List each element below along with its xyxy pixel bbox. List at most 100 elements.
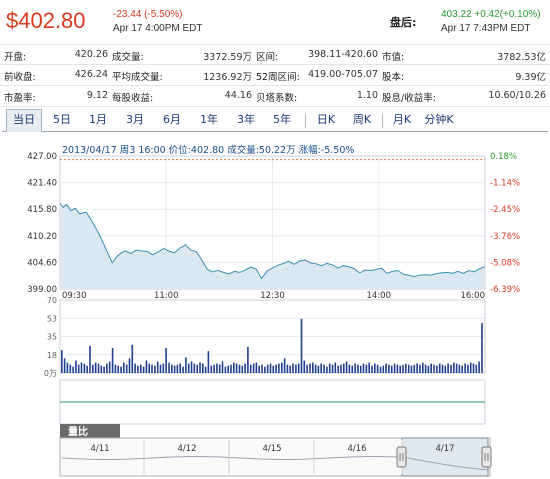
stat-value: 3372.59万 [203, 52, 252, 63]
after-hours-label: 盘后: [390, 16, 417, 29]
volume-bar [61, 350, 63, 373]
volume-bar [376, 364, 379, 373]
volume-bar [199, 362, 201, 373]
navigator-selection[interactable] [401, 437, 489, 477]
volume-bar [140, 364, 142, 373]
tab-today[interactable]: 当日 [6, 109, 42, 132]
stat-value: 1.10 [356, 90, 378, 101]
volume-bar [241, 365, 244, 373]
volume-bar [224, 366, 227, 373]
stock-chart: 427.00 421.40 415.80 410.20 404.60 399.00 0.1… [27, 152, 520, 477]
stat-value: 419.00-705.07 [308, 69, 378, 80]
volume-bar [142, 366, 145, 373]
volume-bar [331, 364, 334, 373]
tab-separator [305, 114, 306, 128]
volume-bar [334, 362, 337, 373]
volume-bar [179, 363, 181, 373]
volume-bar [365, 364, 368, 373]
volume-bar [204, 366, 207, 373]
volume-bar [117, 365, 119, 373]
volume-bar [416, 363, 418, 373]
stat-label: 股本: [382, 72, 405, 83]
volume-tick-label: 18 [47, 351, 57, 360]
volume-bar [405, 363, 407, 373]
stat-value: 10.60/10.26 [488, 90, 546, 101]
volume-bar [83, 363, 86, 373]
volume-bar [148, 363, 150, 373]
volume-axis: 70 53 35 18 0万 [44, 296, 57, 378]
volume-ratio-tab[interactable] [60, 424, 120, 438]
stat-label: 每股收益: [112, 93, 154, 104]
stat-label: 成交量: [112, 52, 144, 63]
current-price: $402.80 [6, 8, 86, 33]
volume-bar [261, 364, 263, 373]
tab-6m[interactable]: 6月 [163, 113, 181, 126]
tab-3y[interactable]: 3年 [237, 113, 255, 126]
navigator-date-label: 4/17 [435, 444, 454, 454]
tab-monthly-k[interactable]: 月K [392, 113, 412, 126]
tab-separator [382, 114, 383, 128]
stat-label: 股息/收益率: [382, 93, 436, 104]
volume-bar [467, 364, 469, 373]
volume-bar [145, 360, 148, 373]
tab-1y[interactable]: 1年 [200, 113, 218, 126]
volume-bar [77, 364, 80, 373]
volume-bar [111, 348, 114, 373]
volume-bar [221, 361, 224, 373]
stat-label: 市盈率: [4, 93, 36, 104]
time-tick-label: 09:30 [62, 291, 87, 301]
price-tick-label: 399.00 [27, 285, 57, 295]
volume-ratio-label: 量比 [68, 425, 88, 438]
stat-label: 开盘: [4, 52, 27, 63]
tab-daily-k[interactable]: 日K [316, 113, 336, 126]
volume-bar [422, 362, 424, 373]
chart-area: 2013/04/17 周3 16:00 价位:402.80 成交量:50.22万… [0, 140, 550, 479]
navigator-handle-right[interactable] [481, 446, 492, 468]
tab-1m[interactable]: 1月 [89, 113, 107, 126]
volume-bar [66, 362, 69, 373]
volume-bar [323, 364, 325, 373]
percent-tick-label: -6.39% [490, 285, 520, 295]
tab-weekly-k[interactable]: 周K [352, 113, 372, 126]
volume-bar [190, 361, 193, 373]
tab-5y[interactable]: 5年 [273, 113, 291, 126]
volume-bar [252, 363, 255, 373]
volume-bar [213, 364, 215, 373]
stat-value: 1236.92万 [203, 72, 252, 83]
tab-3m[interactable]: 3月 [126, 113, 144, 126]
navigator-date-label: 4/15 [262, 444, 281, 454]
volume-bar [309, 363, 311, 373]
volume-bar [436, 365, 438, 373]
stat-value: 426.24 [74, 69, 108, 80]
volume-bar [382, 365, 385, 373]
volume-bar [69, 364, 72, 373]
price-tick-label: 410.20 [27, 232, 57, 242]
chart-info-line: 2013/04/17 周3 16:00 价位:402.80 成交量:50.22万… [62, 145, 355, 156]
percent-axis-right: 0.18% -1.14% -2.45% -3.76% -5.08% -6.39% [490, 152, 520, 295]
navigator-handle-left[interactable] [396, 446, 407, 468]
volume-bar [303, 360, 306, 373]
volume-bar [97, 363, 100, 373]
volume-bar [430, 363, 432, 373]
volume-tick-label: 35 [47, 333, 57, 342]
time-tick-label: 16:00 [461, 291, 486, 301]
volume-bar [202, 363, 204, 373]
volume-bar [343, 363, 345, 373]
time-tick-label: 12:30 [260, 291, 285, 301]
tab-5d[interactable]: 5日 [53, 113, 71, 126]
volume-bar [413, 364, 416, 373]
volume-bar [210, 365, 213, 373]
volume-bar [348, 364, 351, 373]
stat-value: 3782.53亿 [497, 52, 546, 63]
quote-time: Apr 17 4:00PM EDT [113, 23, 203, 34]
volume-bars [61, 318, 483, 373]
volume-bar [235, 363, 238, 373]
stat-label: 市值: [382, 52, 405, 63]
volume-bar [393, 363, 396, 373]
after-hours-price: 403.22 +0.42(+0.10%) [441, 9, 541, 20]
volume-bar [402, 364, 404, 373]
volume-bar [125, 364, 128, 373]
volume-bar [385, 363, 387, 373]
volume-bar [171, 364, 173, 373]
tab-minute-k[interactable]: 分钟K [424, 113, 454, 126]
